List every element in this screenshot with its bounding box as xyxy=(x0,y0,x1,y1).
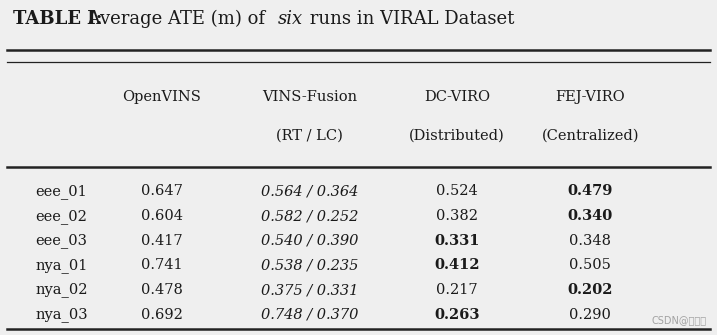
Text: 0.647: 0.647 xyxy=(141,185,183,198)
Text: 0.340: 0.340 xyxy=(568,209,613,223)
Text: 0.417: 0.417 xyxy=(141,234,183,248)
Text: 0.375 / 0.331: 0.375 / 0.331 xyxy=(260,283,358,297)
Text: FEJ-VIRO: FEJ-VIRO xyxy=(556,90,625,105)
Text: 0.505: 0.505 xyxy=(569,258,612,272)
Text: 0.217: 0.217 xyxy=(436,283,478,297)
Text: 0.290: 0.290 xyxy=(569,308,612,322)
Text: six: six xyxy=(278,10,303,28)
Text: CSDN@独孤西: CSDN@独孤西 xyxy=(651,316,706,326)
Text: eee_01: eee_01 xyxy=(35,184,87,199)
Text: 0.538 / 0.235: 0.538 / 0.235 xyxy=(260,258,358,272)
Text: (RT / LC): (RT / LC) xyxy=(276,129,343,143)
Text: 0.202: 0.202 xyxy=(568,283,613,297)
Text: 0.748 / 0.370: 0.748 / 0.370 xyxy=(260,308,358,322)
Text: eee_03: eee_03 xyxy=(35,233,87,248)
Text: 0.348: 0.348 xyxy=(569,234,612,248)
Text: DC-VIRO: DC-VIRO xyxy=(424,90,490,105)
Text: 0.524: 0.524 xyxy=(436,185,478,198)
Text: 0.412: 0.412 xyxy=(434,258,480,272)
Text: (Distributed): (Distributed) xyxy=(409,129,505,143)
Text: 0.540 / 0.390: 0.540 / 0.390 xyxy=(260,234,358,248)
Text: 0.604: 0.604 xyxy=(141,209,183,223)
Text: nya_03: nya_03 xyxy=(35,307,88,322)
Text: 0.331: 0.331 xyxy=(434,234,480,248)
Text: VINS-Fusion: VINS-Fusion xyxy=(262,90,357,105)
Text: 0.582 / 0.252: 0.582 / 0.252 xyxy=(260,209,358,223)
Text: 0.564 / 0.364: 0.564 / 0.364 xyxy=(260,185,358,198)
Text: 0.741: 0.741 xyxy=(141,258,183,272)
Text: OpenVINS: OpenVINS xyxy=(123,90,201,105)
Text: 0.263: 0.263 xyxy=(434,308,480,322)
Text: (Centralized): (Centralized) xyxy=(541,129,639,143)
Text: runs in VIRAL Dataset: runs in VIRAL Dataset xyxy=(304,10,514,28)
Text: 0.478: 0.478 xyxy=(141,283,183,297)
Text: 0.692: 0.692 xyxy=(141,308,183,322)
Text: eee_02: eee_02 xyxy=(35,209,87,223)
Text: TABLE I:: TABLE I: xyxy=(13,10,103,28)
Text: 0.479: 0.479 xyxy=(568,185,613,198)
Text: 0.382: 0.382 xyxy=(436,209,478,223)
Text: nya_01: nya_01 xyxy=(35,258,87,273)
Text: Average ATE (m) of: Average ATE (m) of xyxy=(82,10,271,28)
Text: nya_02: nya_02 xyxy=(35,283,87,297)
